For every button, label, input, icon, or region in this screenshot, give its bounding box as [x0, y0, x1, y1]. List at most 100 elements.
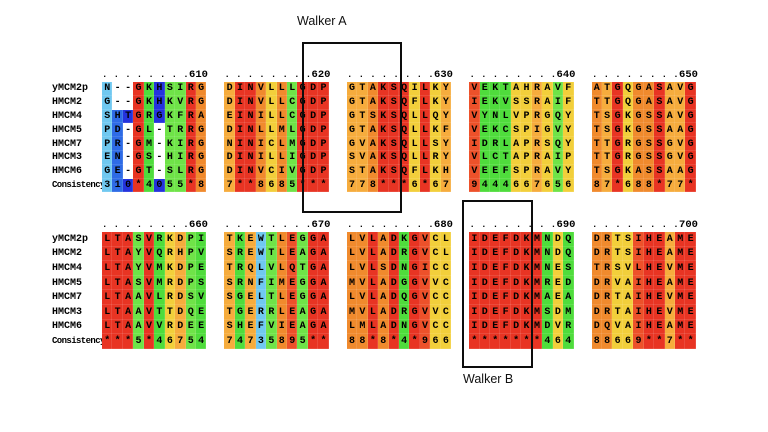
residue-cell: E — [490, 304, 501, 320]
residue-cell: Q — [398, 290, 410, 305]
residue-cell: A — [195, 109, 207, 124]
residue-cell: M — [531, 246, 543, 262]
residue-cell: K — [164, 109, 176, 124]
residue-cell: * — [612, 178, 623, 193]
residue-cell: M — [531, 304, 543, 320]
residue-cell: H — [112, 109, 123, 124]
residue-cell: I — [633, 232, 644, 247]
sequence-chunk: 7 7 8 * * * 6 * 6 7 — [346, 178, 452, 193]
residue-cell: G — [133, 95, 144, 110]
residue-cell: I — [175, 150, 186, 165]
residue-cell: C — [490, 150, 501, 165]
residue-cell: 8 — [643, 178, 655, 193]
residue-cell: G — [612, 95, 623, 110]
residue-cell: D — [591, 304, 602, 320]
residue-cell: V — [552, 164, 564, 179]
residue-cell: G — [234, 304, 246, 320]
residue-cell: G — [409, 304, 420, 320]
residue-cell: M — [346, 304, 358, 320]
residue-cell: R — [601, 275, 613, 291]
alignment-row: HMCM2 L T A Y V Q R H P V S R E W T L E A G A L V L A D R G V C L I D E F D… — [52, 246, 715, 262]
residue-cell: A — [643, 95, 655, 110]
sequence-chunk: * * * * * * * 4 6 4 — [469, 334, 574, 349]
residue-cell: R — [255, 304, 267, 320]
residue-cell: A — [542, 82, 553, 96]
residue-cell: P — [318, 109, 329, 124]
residue-cell: I — [255, 109, 267, 124]
residue-cell: 8 — [276, 178, 287, 193]
residue-cell: L — [255, 123, 267, 138]
residue-cell: I — [234, 137, 246, 151]
residue-cell: A — [367, 164, 379, 179]
residue-cell: L — [367, 232, 379, 247]
residue-cell: P — [185, 275, 196, 291]
residue-cell: I — [633, 275, 644, 291]
residue-cell: C — [430, 261, 441, 276]
residue-cell: - — [112, 82, 123, 96]
residue-cell: A — [378, 290, 389, 305]
residue-cell: H — [643, 261, 655, 276]
residue-cell: F — [255, 319, 267, 335]
residue-cell: K — [430, 164, 441, 179]
residue-cell: V — [357, 150, 368, 165]
residue-cell: E — [287, 304, 298, 320]
residue-cell: R — [185, 123, 196, 138]
residue-cell: V — [357, 261, 368, 276]
residue-cell: E — [654, 246, 665, 262]
residue-cell: L — [409, 137, 420, 151]
ruler-number: 660 — [189, 219, 208, 231]
residue-cell: M — [675, 261, 686, 276]
residue-cell: * — [685, 178, 696, 193]
residue-cell: Y — [440, 82, 452, 96]
residue-cell: H — [643, 319, 655, 335]
residue-cell: T — [500, 150, 511, 165]
residue-cell: F — [255, 275, 267, 291]
residue-cell: R — [601, 261, 613, 276]
residue-cell: S — [143, 150, 155, 165]
residue-cell: V — [419, 290, 431, 305]
residue-cell: Q — [245, 261, 256, 276]
residue-cell: V — [664, 304, 675, 320]
residue-cell: S — [510, 123, 522, 138]
residue-cell: T — [591, 150, 602, 165]
residue-cell: A — [378, 246, 389, 262]
residue-cell: T — [224, 232, 235, 247]
residue-cell: N — [112, 150, 123, 165]
residue-cell: P — [102, 123, 113, 138]
residue-cell: I — [633, 319, 644, 335]
residue-cell: G — [307, 275, 319, 291]
residue-cell: 6 — [409, 178, 420, 193]
residue-cell: S — [164, 82, 176, 96]
residue-cell: Y — [563, 137, 574, 151]
residue-cell: 7 — [531, 178, 543, 193]
ruler-number: 620 — [311, 69, 331, 81]
residue-cell: C — [440, 319, 452, 335]
residue-cell: G — [685, 123, 696, 138]
residue-cell: * — [531, 334, 543, 349]
residue-cell: S — [224, 290, 235, 305]
residue-cell: 8 — [357, 334, 368, 349]
residue-cell: V — [143, 319, 155, 335]
residue-cell: E — [479, 123, 490, 138]
residue-cell: T — [112, 275, 123, 291]
residue-cell: L — [102, 246, 113, 262]
residue-cell: D — [542, 319, 553, 335]
residue-cell: L — [440, 246, 452, 262]
residue-cell: Q — [154, 246, 165, 262]
residue-cell: E — [102, 150, 113, 165]
residue-cell: D — [552, 246, 564, 262]
residue-cell: V — [419, 246, 431, 262]
residue-cell: H — [154, 95, 165, 110]
residue-cell: L — [102, 319, 113, 335]
ruler-number: 630 — [434, 69, 453, 81]
residue-cell: K — [164, 137, 176, 151]
residue-cell: A — [664, 275, 675, 291]
residue-cell: T — [591, 95, 602, 110]
residue-cell: L — [440, 232, 452, 247]
